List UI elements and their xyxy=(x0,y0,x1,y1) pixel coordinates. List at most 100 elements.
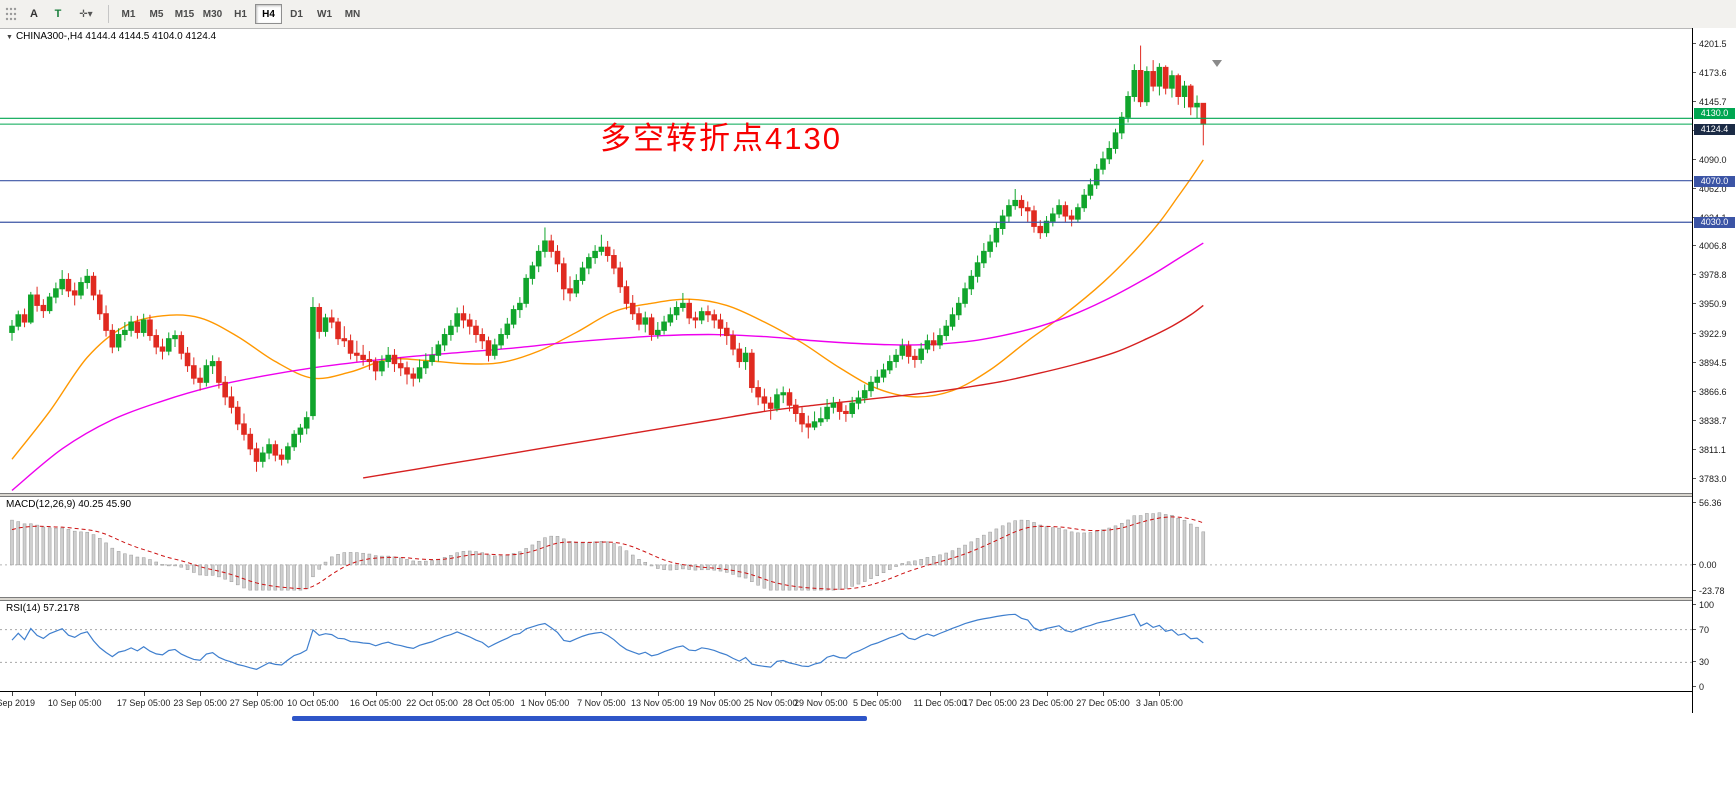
price-scale-label: 3866.6 xyxy=(1693,387,1727,397)
time-tick xyxy=(1046,692,1048,696)
time-tick xyxy=(714,692,716,696)
price-scale-label: 3922.9 xyxy=(1693,329,1727,339)
price-scale-label: 4201.5 xyxy=(1693,39,1727,49)
hline-price-tag: 4070.0 xyxy=(1694,175,1735,187)
panel-splitter[interactable] xyxy=(0,597,1736,601)
crosshair-tool-button[interactable]: ✛ ▾ xyxy=(70,3,102,25)
time-tick xyxy=(1102,692,1104,696)
main-chart-canvas[interactable] xyxy=(0,29,1692,493)
timeframe-m1-button[interactable]: M1 xyxy=(121,8,136,20)
price-scale-label: 4062.0 xyxy=(1693,184,1727,194)
chevron-down-icon: ▾ xyxy=(87,8,93,20)
time-axis-label: 11 Dec 05:00 xyxy=(913,698,967,708)
timeframe-m5-button[interactable]: M5 xyxy=(149,8,164,20)
toolbar-separator xyxy=(108,5,109,23)
time-axis-label: 4 Sep 2019 xyxy=(0,698,36,708)
time-axis-label: 25 Nov 05:00 xyxy=(743,698,798,708)
price-scale-label: 3894.5 xyxy=(1693,358,1727,368)
time-tick xyxy=(544,692,546,696)
time-tick xyxy=(312,692,314,696)
time-axis-label: 13 Nov 05:00 xyxy=(631,698,685,708)
timeframe-h4-button[interactable]: H4 xyxy=(255,4,282,24)
time-tick xyxy=(375,692,377,696)
time-axis-label: 19 Nov 05:00 xyxy=(687,698,742,708)
text-tool-button[interactable]: A xyxy=(30,8,38,20)
price-scale-label: 4173.6 xyxy=(1693,68,1727,78)
candles-layer xyxy=(9,45,1207,472)
time-tick xyxy=(143,692,145,696)
time-axis-label: 29 Nov 05:00 xyxy=(794,698,848,708)
macd-histogram xyxy=(10,512,1206,591)
macd-canvas[interactable] xyxy=(0,497,1692,597)
time-axis-label: 1 Nov 05:00 xyxy=(520,698,570,708)
time-tick xyxy=(1159,692,1161,696)
timeframe-d1-button[interactable]: D1 xyxy=(290,8,303,20)
hline-price-tag: 4030.0 xyxy=(1694,217,1735,229)
time-axis-label: 27 Sep 05:00 xyxy=(229,698,284,708)
timeframe-buttons: M1 M5 M15 M30 H1 H4 D1 W1 MN xyxy=(115,4,367,24)
macd-scale-label: 0.00 xyxy=(1693,560,1717,570)
grip-dots-icon xyxy=(5,7,17,21)
time-tick xyxy=(601,692,603,696)
price-scale[interactable]: 4201.54173.64145.74117.84090.04062.04034… xyxy=(1692,28,1736,713)
time-axis-label: 5 Dec 05:00 xyxy=(852,698,902,708)
time-axis-label: 3 Jan 05:00 xyxy=(1135,698,1183,708)
price-scale-label: 3811.1 xyxy=(1693,445,1726,455)
rsi-canvas[interactable] xyxy=(0,601,1692,691)
macd-panel: MACD(12,26,9) 40.25 45.90 xyxy=(0,497,1692,597)
time-axis-label: 16 Oct 05:00 xyxy=(349,698,402,708)
time-tick xyxy=(432,692,434,696)
time-tick xyxy=(200,692,202,696)
time-axis-label: 23 Dec 05:00 xyxy=(1019,698,1074,708)
macd-scale-label: -23.78 xyxy=(1693,586,1725,596)
time-axis-label: 22 Oct 05:00 xyxy=(406,698,458,708)
hline-price-tag: 4130.0 xyxy=(1694,108,1735,120)
main-chart-panel: ▼ CHINA300-,H4 4144.4 4144.5 4104.0 4124.… xyxy=(0,29,1692,493)
chart-header: ▼ CHINA300-,H4 4144.4 4144.5 4104.0 4124.… xyxy=(6,31,216,42)
h-scrollbar-thumb[interactable] xyxy=(292,716,867,721)
time-axis-label: 17 Sep 05:00 xyxy=(116,698,171,708)
price-scale-label: 4145.7 xyxy=(1693,97,1727,107)
timeframe-w1-button[interactable]: W1 xyxy=(317,8,332,20)
time-tick xyxy=(12,692,13,696)
macd-signal-line xyxy=(11,516,1204,590)
chart-text-annotation[interactable]: 多空转折点4130 xyxy=(600,121,842,156)
chart-shift-marker-icon[interactable] xyxy=(1212,60,1222,67)
time-axis-label: 17 Dec 05:00 xyxy=(963,698,1017,708)
bid-price-tag: 4124.4 xyxy=(1694,124,1735,136)
time-axis-label: 7 Nov 05:00 xyxy=(577,698,626,708)
ma-slow-red xyxy=(363,304,1204,479)
crosshair-icon: ✛ xyxy=(79,8,88,20)
ohlc-values: 4144.4 4144.5 4104.0 4124.4 xyxy=(85,31,217,42)
timeframe-h1-button[interactable]: H1 xyxy=(234,8,247,20)
symbol-dropdown-icon[interactable]: ▼ xyxy=(6,34,13,41)
panel-splitter[interactable] xyxy=(0,493,1736,497)
rsi-scale-label: 0 xyxy=(1693,682,1704,692)
time-tick xyxy=(820,692,822,696)
ma-mid-magenta xyxy=(11,242,1204,491)
toolbar: A T ✛ ▾ M1 M5 M15 M30 H1 H4 D1 W1 MN xyxy=(0,0,1736,29)
time-tick xyxy=(488,692,490,696)
macd-label: MACD(12,26,9) 40.25 45.90 xyxy=(6,499,132,510)
toolbar-grip-icon[interactable] xyxy=(4,6,18,22)
price-scale-label: 3978.8 xyxy=(1693,270,1727,280)
macd-scale-label: 56.36 xyxy=(1693,498,1722,508)
time-tick xyxy=(939,692,941,696)
rsi-label: RSI(14) 57.2178 xyxy=(6,603,80,614)
price-scale-label: 4006.8 xyxy=(1693,241,1727,251)
ma-fast-orange xyxy=(11,159,1204,460)
time-tick xyxy=(877,692,879,696)
timeframe-mn-button[interactable]: MN xyxy=(344,8,361,20)
time-axis-label: 28 Oct 05:00 xyxy=(462,698,515,708)
timeframe-m15-button[interactable]: M15 xyxy=(174,8,195,20)
price-scale-label: 3838.7 xyxy=(1693,416,1727,426)
time-tick xyxy=(990,692,992,696)
trendline-tool-button[interactable]: T xyxy=(54,8,62,20)
time-tick xyxy=(256,692,258,696)
time-axis-label: 10 Sep 05:00 xyxy=(47,698,102,708)
timeframe-m30-button[interactable]: M30 xyxy=(202,8,223,20)
rsi-scale-label: 100 xyxy=(1693,600,1714,610)
rsi-scale-label: 30 xyxy=(1693,657,1709,667)
